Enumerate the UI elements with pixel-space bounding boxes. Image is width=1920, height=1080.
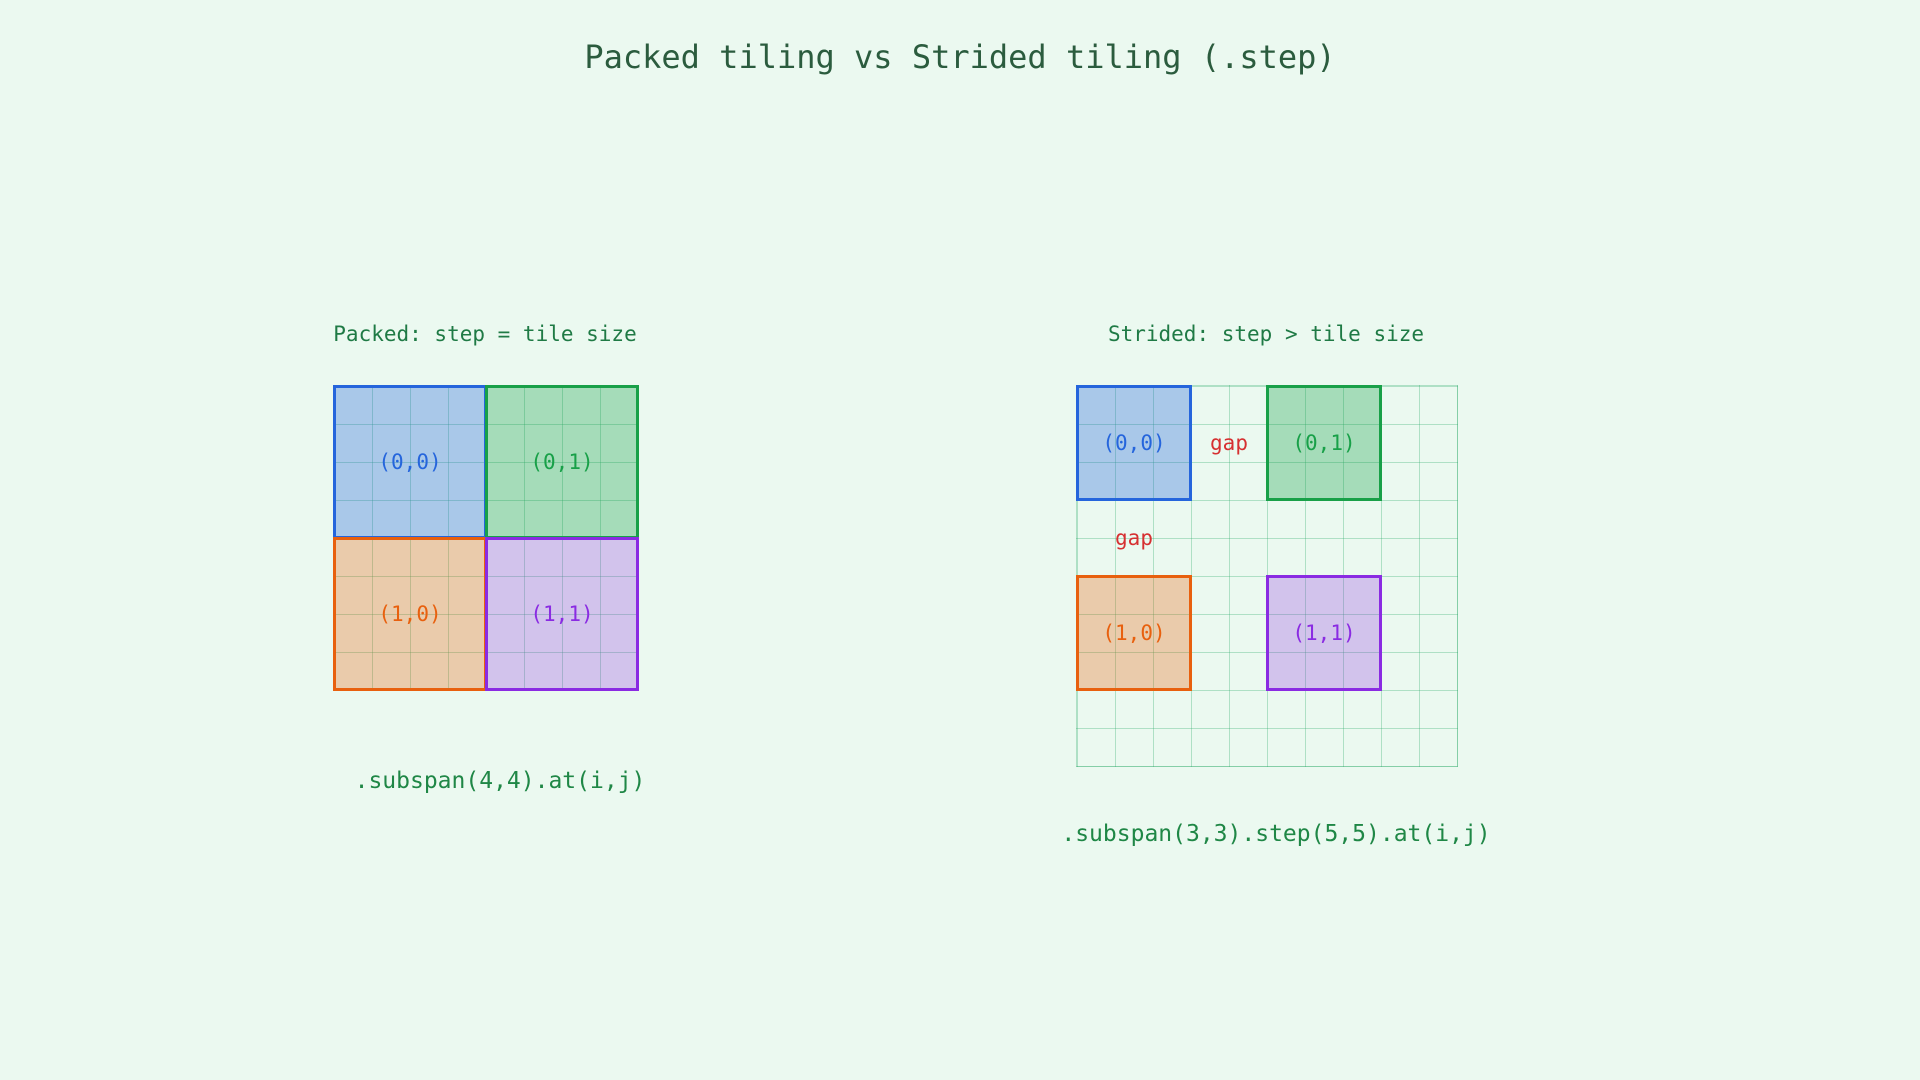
panel-packed-header: Packed: step = tile size	[333, 322, 637, 346]
strided-tile-00: (0,0)	[1076, 385, 1192, 501]
tile-label: (0,1)	[1292, 431, 1356, 455]
tile-label: (1,1)	[530, 602, 594, 626]
tile-label: (0,0)	[1102, 431, 1166, 455]
tile-label: (1,1)	[1292, 621, 1356, 645]
gap-label: gap	[1210, 431, 1248, 455]
panel-strided-caption: .subspan(3,3).step(5,5).at(i,j)	[1061, 821, 1491, 847]
tile-label: (1,0)	[1102, 621, 1166, 645]
tile-label: (1,0)	[378, 602, 442, 626]
panel-packed-caption: .subspan(4,4).at(i,j)	[354, 768, 646, 794]
strided-tile-11: (1,1)	[1266, 575, 1382, 691]
packed-tile-10: (1,0)	[333, 537, 487, 691]
strided-tile-01: (0,1)	[1266, 385, 1382, 501]
tile-label: (0,1)	[530, 450, 594, 474]
tile-label: (0,0)	[378, 450, 442, 474]
figure-title: Packed tiling vs Strided tiling (.step)	[584, 38, 1336, 76]
strided-tile-10: (1,0)	[1076, 575, 1192, 691]
packed-tile-01: (0,1)	[485, 385, 639, 539]
packed-tile-11: (1,1)	[485, 537, 639, 691]
packed-grid: (0,0) (0,1) (1,0) (1,1)	[333, 385, 639, 691]
gap-label: gap	[1115, 526, 1153, 550]
packed-tile-00: (0,0)	[333, 385, 487, 539]
panel-strided-header: Strided: step > tile size	[1107, 322, 1425, 346]
strided-grid: (0,0) (0,1) (1,0) (1,1) gap gap	[1076, 385, 1458, 767]
